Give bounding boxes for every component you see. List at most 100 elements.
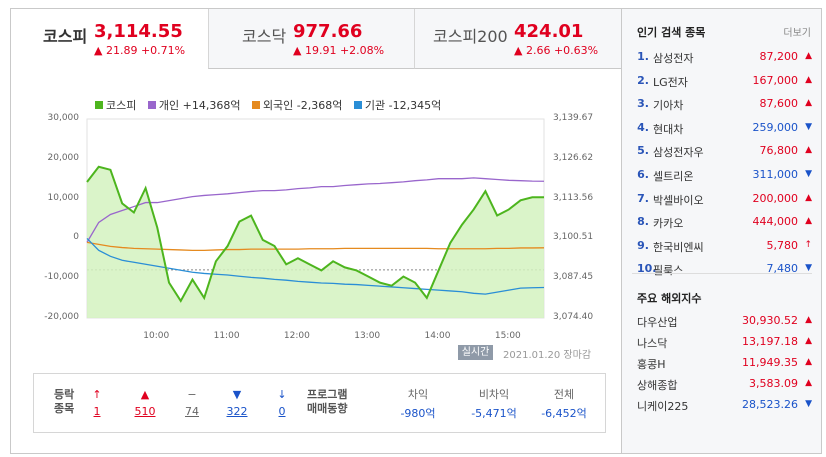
popular-arrow-icon: ▼: [805, 169, 812, 179]
x-axis-tick: 15:00: [494, 331, 521, 341]
popular-item[interactable]: 7. 박셀바이오 200,000 ▲: [637, 192, 812, 212]
left-axis-tick: 30,000: [47, 113, 80, 123]
popular-price: 311,000: [752, 168, 799, 181]
popular-item[interactable]: 10. 필룩스 7,480 ▼: [637, 262, 812, 282]
left-axis-tick: -10,000: [44, 272, 79, 283]
popular-rank: 8.: [637, 215, 649, 229]
popular-name[interactable]: 삼성전자우: [653, 146, 704, 160]
breadth-symbol: ▲: [140, 388, 150, 401]
popular-name[interactable]: 한국비엔씨: [653, 240, 704, 254]
overseas-title: 주요 해외지수: [637, 292, 702, 305]
breadth-item[interactable]: − 74: [177, 387, 207, 418]
overseas-name[interactable]: 니케이225: [637, 400, 689, 413]
x-axis-tick: 10:00: [143, 331, 170, 341]
popular-price: 200,000: [752, 191, 799, 205]
overseas-name[interactable]: 홍콩H: [637, 358, 666, 371]
breadth-symbol: ↓: [277, 388, 287, 401]
popular-name[interactable]: 필룩스: [653, 264, 684, 278]
popular-price: 167,000: [752, 73, 799, 87]
popular-arrow-icon: ▼: [805, 263, 812, 274]
breadth-count[interactable]: 510: [134, 405, 156, 418]
breadth-item[interactable]: ▲ 510: [130, 387, 160, 418]
popular-price: 87,200: [759, 50, 799, 63]
popular-arrow-icon: ▲: [805, 98, 812, 109]
popular-price: 7,480: [766, 262, 799, 276]
popular-rank: 6.: [637, 168, 649, 181]
breadth-item[interactable]: ↑ 1: [82, 387, 112, 418]
market-breadth-panel: 등락 종목 ↑ 1 ▲ 510−74 ▼ 322 ↓ 0 프로그램 매매동향 차익 -980억 비…: [33, 373, 606, 433]
program-label: 프로그램 매매동향: [307, 388, 348, 415]
popular-name[interactable]: 셀트리온: [653, 170, 694, 183]
left-axis-tick: 20,000: [47, 152, 80, 163]
x-axis-tick: 11:00: [213, 331, 240, 341]
breadth-count[interactable]: 0: [278, 405, 286, 418]
popular-name[interactable]: 현대차: [653, 122, 684, 136]
popular-arrow-icon: ▼: [805, 121, 812, 132]
popular-name[interactable]: 삼성전자: [653, 52, 694, 65]
more-link[interactable]: 더보기: [783, 28, 811, 39]
popular-item[interactable]: 2. LG전자 167,000 ▲: [637, 74, 812, 94]
breadth-item[interactable]: ▼ 322: [222, 387, 252, 418]
breadth-item[interactable]: ↓ 0: [267, 387, 297, 418]
overseas-value: 28,523.26: [742, 398, 798, 411]
breadth-symbol: ▼: [232, 388, 242, 401]
popular-item[interactable]: 5. 삼성전자우 76,800 ▲: [637, 144, 812, 164]
breadth-count[interactable]: 74: [185, 405, 199, 418]
chart-legend: 코스피 개인 +14,368억 외국인 -2,368억 기관 -12,345억: [95, 97, 449, 113]
popular-name[interactable]: 기아차: [653, 99, 684, 113]
overseas-arrow-icon: ▼: [805, 399, 812, 409]
individual-line: [86, 177, 545, 243]
left-axis-tick: -20,000: [44, 312, 79, 322]
breadth-count[interactable]: 1: [93, 405, 101, 418]
popular-item[interactable]: 1. 삼성전자 87,200 ▲: [637, 50, 812, 70]
popular-name[interactable]: 카카오: [653, 217, 684, 231]
popular-item[interactable]: 8. 카카오 444,000 ▲: [637, 215, 812, 235]
tab-kospi[interactable]: 코스피 3,114.55 ▲ 21.89 +0.71%: [11, 9, 208, 69]
tab-kosdaq[interactable]: 코스닥 977.66 ▲ 19.91 +2.08%: [208, 9, 414, 69]
legend-individual-label: 개인 +14,368억: [158, 99, 241, 112]
sidebar: 인기 검색 종목 더보기 1. 삼성전자 87,200 ▲ 2. LG전자 167,000 ▲…: [621, 9, 821, 453]
popular-arrow-icon: ▲: [805, 145, 812, 156]
kospi-line: [86, 165, 544, 303]
popular-rank: 4.: [637, 120, 649, 134]
popular-item[interactable]: 3. 기아차 87,600 ▲: [637, 97, 812, 117]
program-item: 차익 -980억: [383, 387, 453, 421]
popular-name[interactable]: 박셀바이오: [653, 193, 704, 207]
program-value: -5,471억: [471, 407, 517, 420]
popular-arrow-icon: ▲: [805, 192, 812, 203]
popular-item[interactable]: 4. 현대차 259,000 ▼: [637, 121, 812, 141]
overseas-name[interactable]: 나스닥: [637, 337, 668, 350]
market-timestamp: 2021.01.20 장마감: [503, 350, 592, 361]
overseas-value: 11,949.35: [742, 356, 798, 369]
tab-kospi200-name: 코스피200: [433, 27, 508, 46]
legend-institution: 기관 -12,345억: [353, 99, 441, 112]
tab-kospi200[interactable]: 코스피200 424.01 ▲ 2.66 +0.63%: [414, 9, 621, 69]
right-axis-tick: 3,087.45: [553, 272, 594, 283]
overseas-arrow-icon: ▲: [805, 378, 812, 388]
overseas-value: 3,583.09: [749, 377, 798, 390]
overseas-name[interactable]: 다우산업: [637, 316, 678, 329]
overseas-value: 13,197.18: [742, 335, 798, 348]
legend-foreign: 외국인 -2,368억: [251, 99, 342, 112]
popular-name[interactable]: LG전자: [653, 75, 688, 89]
program-item: 전체 -6,452억: [529, 387, 599, 421]
program-title: 비차익: [478, 388, 510, 401]
foreign-line: [86, 241, 545, 251]
popular-item[interactable]: 9. 한국비엔씨 5,780 ↑: [637, 239, 812, 259]
x-axis-tick: 12:00: [283, 331, 310, 341]
overseas-name[interactable]: 상해종합: [637, 379, 678, 392]
tab-kospi-change: ▲ 21.89 +0.71%: [94, 44, 186, 57]
breadth-count[interactable]: 322: [226, 405, 248, 418]
popular-rank: 5.: [637, 144, 649, 158]
popular-rank: 7.: [637, 191, 649, 205]
popular-item[interactable]: 6. 셀트리온 311,000 ▼: [637, 168, 812, 188]
kospi-area: [87, 166, 544, 318]
tab-kosdaq-name: 코스닥: [242, 27, 287, 46]
realtime-badge[interactable]: 실시간: [458, 345, 493, 360]
popular-price: 76,800: [759, 144, 799, 158]
legend-kospi: 코스피: [95, 99, 136, 112]
index-tabs: 코스피 3,114.55 ▲ 21.89 +0.71% 코스닥 977.66 ▲…: [11, 9, 621, 69]
x-axis-tick: 13:00: [354, 331, 381, 341]
legend-individual: 개인 +14,368억: [147, 99, 241, 112]
breadth-symbol: −: [187, 388, 197, 401]
